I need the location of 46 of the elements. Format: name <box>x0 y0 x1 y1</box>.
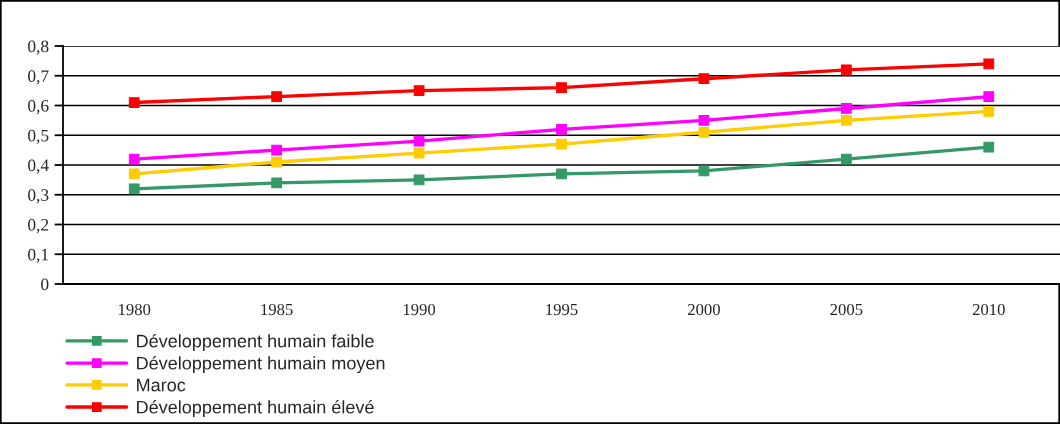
y-tick-label: 0,3 <box>28 189 49 204</box>
point <box>556 82 567 94</box>
y-tick-label: 0,1 <box>28 248 49 263</box>
point <box>128 168 140 180</box>
point <box>840 114 852 126</box>
y-tick-label: 0,5 <box>28 129 49 144</box>
point <box>556 168 567 180</box>
y-tick-label: 0,4 <box>28 159 49 174</box>
point <box>840 103 852 114</box>
point <box>271 177 283 189</box>
point <box>698 126 710 138</box>
point <box>128 153 140 165</box>
point <box>983 58 995 70</box>
point <box>271 91 283 102</box>
x-tick-label: 2005 <box>830 303 863 316</box>
x-tick-label: 1985 <box>261 303 293 316</box>
point <box>271 144 283 156</box>
point <box>840 64 852 76</box>
legend-label: Maroc <box>137 378 186 392</box>
x-tick-label: 1995 <box>546 303 578 316</box>
legend-label: Développement humain faible <box>137 333 374 352</box>
point <box>556 138 567 150</box>
point <box>128 97 140 108</box>
y-tick-label: 0,8 <box>28 40 49 55</box>
legend-label: Développement humain élevé <box>137 400 374 418</box>
x-tick-label: 2000 <box>687 303 720 316</box>
point <box>413 135 425 147</box>
y-tick-label: 0,2 <box>28 218 49 234</box>
y-tick-label: 0,6 <box>28 99 49 115</box>
point <box>128 183 140 195</box>
point <box>698 73 710 85</box>
point <box>413 85 425 97</box>
y-tick-label: 0,7 <box>28 70 49 85</box>
point <box>413 174 425 186</box>
point <box>983 106 995 117</box>
x-tick-label: 1990 <box>403 303 436 316</box>
y-tick-label: 0 <box>41 278 49 291</box>
point <box>983 91 995 102</box>
point <box>556 123 567 135</box>
point <box>840 153 852 165</box>
x-tick-label: 1980 <box>119 303 151 316</box>
point <box>698 114 710 126</box>
point <box>271 156 283 168</box>
x-tick-label: 2010 <box>972 303 1005 316</box>
legend-label: Développement humain moyen <box>137 356 385 374</box>
point <box>983 141 995 153</box>
